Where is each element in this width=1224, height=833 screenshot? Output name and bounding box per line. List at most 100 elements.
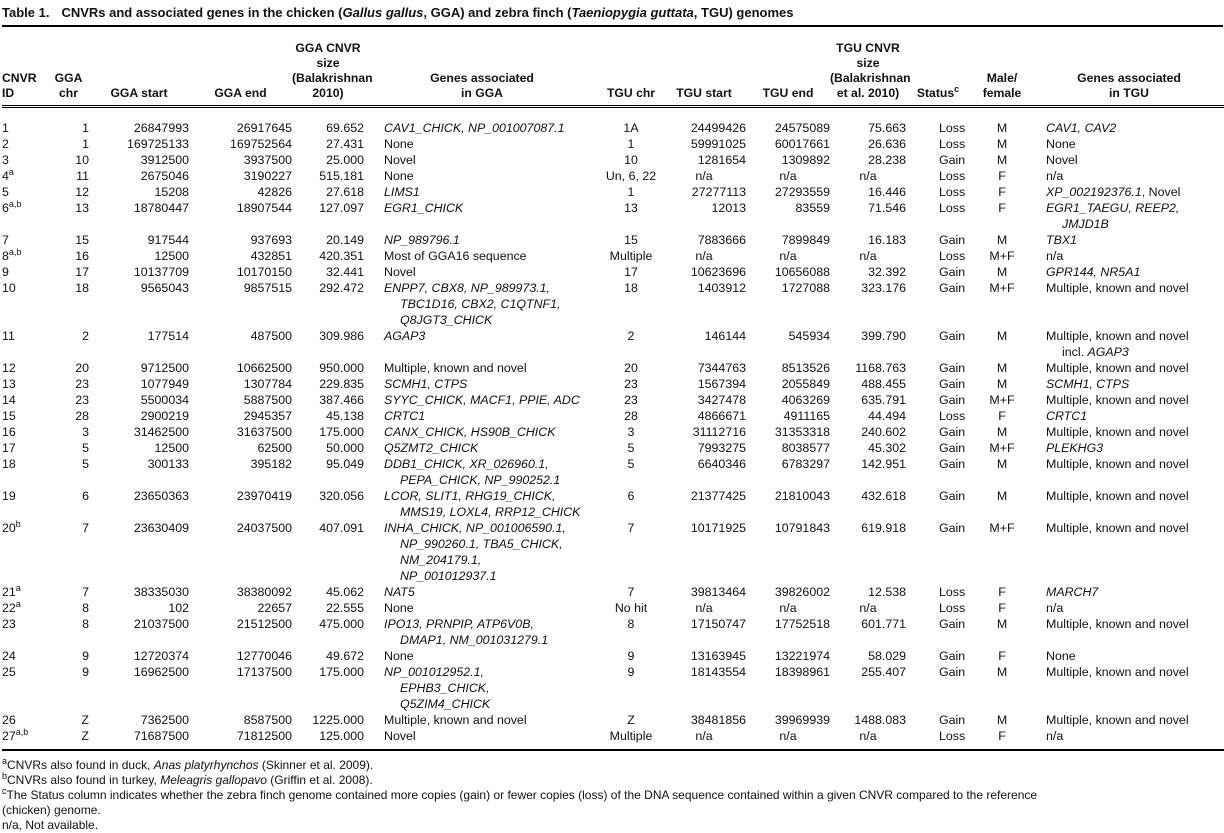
- cell-status: Loss: [939, 249, 966, 263]
- table-row: 25 9 16962500 17137500 175.000 NP_001012952.1…: [2, 664, 1224, 712]
- cell-male-female: F: [998, 185, 1006, 199]
- cell-male-female: F: [998, 201, 1006, 215]
- cell-cnvr-id: 2: [2, 137, 9, 151]
- cell-male-female: F: [998, 729, 1006, 743]
- cell-genes-tgu: Multiple, known and novel: [1046, 665, 1189, 679]
- cell-gga-start: 21037500: [133, 617, 189, 631]
- column-header: GGA CNVR size (Balakrishnan 2010): [292, 27, 373, 108]
- cell-gga-chr: Z: [81, 729, 89, 743]
- cell-gga-end: 12770046: [236, 649, 292, 663]
- cell-tgu-start: n/a: [695, 601, 713, 615]
- table-row: 9 17 10137709 10170150 32.441 Novel 17 10623696…: [2, 264, 1224, 280]
- footnote-marker: a: [2, 756, 8, 766]
- footnote: cThe Status column indicates whether the…: [2, 786, 1038, 818]
- column-header: Genes associated in TGU: [1034, 27, 1224, 108]
- cell-tgu-start: 6640346: [697, 457, 746, 471]
- cell-tgu-size: 240.602: [861, 425, 906, 439]
- cell-genes-gga: None: [384, 137, 414, 151]
- cell-genes-tgu: GPR144, NR5A1: [1046, 265, 1141, 279]
- cell-tgu-end: 6783297: [781, 457, 830, 471]
- cell-genes-tgu: TBX1: [1046, 233, 1077, 247]
- cell-tgu-size: 16.446: [868, 185, 906, 199]
- cell-gga-size: 515.181: [319, 169, 364, 183]
- cell-cnvr-id: 24: [2, 649, 16, 663]
- cell-gga-end: 2945357: [243, 409, 292, 423]
- table-row: 5 12 15208 42826 27.618 LIMS1 1 27277113 2729355…: [2, 184, 1224, 200]
- table-row: 2 1 169725133 169752564 27.431 None 1 59991025 6…: [2, 136, 1224, 152]
- cell-tgu-chr: 2: [627, 329, 635, 343]
- cell-gga-size: 420.351: [319, 249, 364, 263]
- cell-gga-chr: 17: [75, 265, 89, 279]
- cell-tgu-chr: 9: [627, 665, 635, 679]
- cell-gga-start: 23650363: [133, 489, 189, 503]
- cell-tgu-chr: 23: [624, 393, 638, 407]
- cell-genes-gga: INHA_CHICK, NP_001006590.1, NP_990260.1,…: [384, 521, 566, 583]
- table-row: 20b 7 23630409 24037500 407.091 INHA_CHICK, N…: [2, 519, 1224, 584]
- cell-cnvr-id: 8a,b: [2, 246, 22, 263]
- cell-tgu-size: 16.183: [868, 233, 906, 247]
- cell-male-female: M: [996, 361, 1008, 375]
- cell-genes-tgu: Multiple, known and novel: [1046, 361, 1189, 375]
- table-row: 1 1 26847993 26917645 69.652 CAV1_CHICK, NP_0…: [2, 107, 1224, 137]
- cell-tgu-end: 545934: [788, 329, 830, 343]
- cell-gga-chr: 1: [82, 137, 89, 151]
- cell-cnvr-id: 4a: [2, 166, 14, 183]
- cell-genes-gga: Novel: [384, 153, 416, 167]
- cell-tgu-size: n/a: [859, 169, 877, 183]
- cell-tgu-end: 39969939: [774, 713, 830, 727]
- footnote: aCNVRs also found in duck, Anas platyrhy…: [2, 756, 374, 773]
- footnote-marker: b: [2, 771, 8, 781]
- cell-genes-gga: Q5ZMT2_CHICK: [384, 441, 479, 455]
- cell-tgu-end: 1727088: [781, 281, 830, 295]
- cell-status: Gain: [939, 329, 966, 343]
- cell-tgu-chr: 18: [624, 281, 638, 295]
- cell-gga-size: 229.835: [319, 377, 364, 391]
- table-row: 10 18 9565043 9857515 292.472 ENPP7, CBX8, NP…: [2, 280, 1224, 328]
- cell-tgu-chr: No hit: [614, 601, 648, 615]
- cell-tgu-start: 59991025: [690, 137, 746, 151]
- cell-gga-start: 2675046: [140, 169, 189, 183]
- cell-gga-end: 10170150: [236, 265, 292, 279]
- cell-gga-start: 71687500: [133, 729, 189, 743]
- footnote: bCNVRs also found in turkey, Meleagris g…: [2, 771, 373, 788]
- cell-tgu-start: 7993275: [697, 441, 746, 455]
- cell-gga-end: 1307784: [243, 377, 292, 391]
- cell-status: Gain: [939, 617, 966, 631]
- cell-gga-size: 125.000: [319, 729, 364, 743]
- cell-male-female: M: [996, 121, 1008, 135]
- cell-genes-tgu: Multiple, known and novel: [1046, 281, 1189, 295]
- cell-cnvr-id: 1: [2, 121, 9, 135]
- cell-tgu-size: 323.176: [861, 281, 906, 295]
- cell-cnvr-id: 6a,b: [2, 198, 22, 215]
- cell-tgu-end: 83559: [795, 201, 830, 215]
- cell-cnvr-id: 26: [2, 713, 16, 727]
- cell-male-female: F: [998, 601, 1006, 615]
- cell-tgu-start: 39813464: [690, 585, 746, 599]
- cell-gga-end: 432851: [250, 249, 292, 263]
- cell-genes-gga: Multiple, known and novel: [384, 361, 527, 375]
- cell-male-female: M: [996, 425, 1008, 439]
- cell-tgu-end: 18398961: [774, 665, 830, 679]
- cell-cnvr-id: 19: [2, 489, 16, 503]
- column-header: GGA end: [189, 27, 292, 108]
- cell-male-female: M: [996, 137, 1008, 151]
- cell-gga-size: 45.062: [326, 585, 364, 599]
- footnote-marker: c: [954, 83, 960, 94]
- cell-gga-start: 177514: [147, 329, 189, 343]
- cell-cnvr-id: 27a,b: [2, 726, 29, 743]
- cell-gga-chr: 5: [82, 441, 89, 455]
- cell-tgu-size: 635.791: [861, 393, 906, 407]
- cell-cnvr-id: 16: [2, 425, 16, 439]
- cell-tgu-size: 255.407: [861, 665, 906, 679]
- table-row: 14 23 5500034 5887500 387.466 SYYC_CHICK, MAC…: [2, 392, 1224, 408]
- cell-male-female: M+F: [989, 521, 1015, 535]
- cell-gga-chr: 16: [75, 249, 89, 263]
- cell-male-female: M: [996, 617, 1008, 631]
- cell-gga-start: 31462500: [133, 425, 189, 439]
- cell-gga-start: 102: [168, 601, 189, 615]
- cell-gga-chr: 7: [82, 521, 89, 535]
- cell-gga-start: 10137709: [133, 265, 189, 279]
- cell-tgu-size: 399.790: [861, 329, 906, 343]
- cell-status: Gain: [939, 377, 966, 391]
- cell-tgu-size: 28.238: [868, 153, 906, 167]
